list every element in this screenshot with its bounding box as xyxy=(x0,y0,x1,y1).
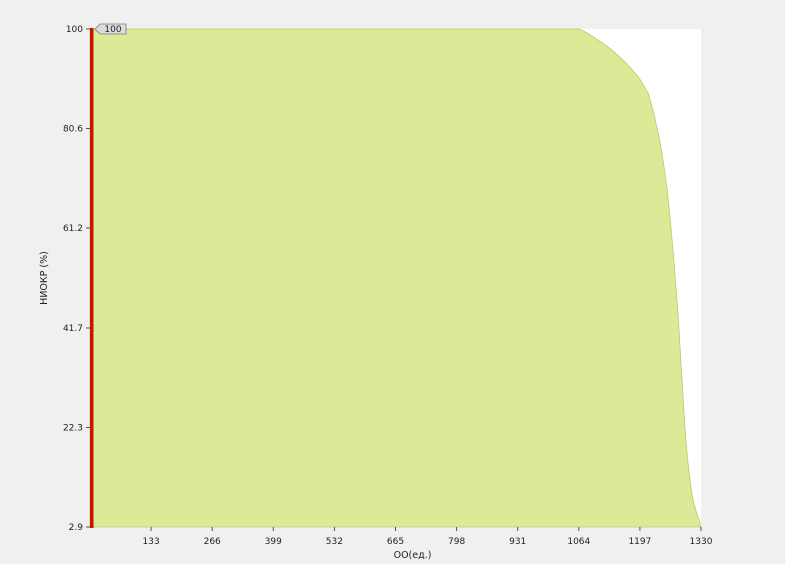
x-axis: 133 266 399 532 665 798 931 1064 1197 1330 xyxy=(143,527,713,547)
x-tick-label: 1197 xyxy=(628,537,651,547)
y-tick-label: 2.9 xyxy=(69,523,84,533)
marker-line[interactable] xyxy=(90,28,94,528)
x-tick-label: 665 xyxy=(387,537,404,547)
area-series xyxy=(89,28,702,528)
x-tick-label: 266 xyxy=(204,537,221,547)
x-tick-label: 931 xyxy=(509,537,526,547)
x-tick-label: 399 xyxy=(265,537,282,547)
x-axis-title: ОО(ед.) xyxy=(394,550,432,560)
x-tick-label: 798 xyxy=(448,537,465,547)
x-tick-label: 133 xyxy=(143,537,160,547)
x-tick-label: 1064 xyxy=(567,537,590,547)
marker-label-text: 100 xyxy=(104,25,121,35)
y-tick-label: 100 xyxy=(66,25,83,35)
y-tick-label: 80.6 xyxy=(63,124,83,134)
y-tick-label: 41.7 xyxy=(63,324,83,334)
y-axis: 2.9 22.3 41.7 61.2 80.6 100 xyxy=(63,25,90,533)
y-tick-label: 22.3 xyxy=(63,424,83,434)
x-tick-label: 1330 xyxy=(690,537,713,547)
y-tick-label: 61.2 xyxy=(63,224,83,234)
marker-label: 100 xyxy=(94,23,127,35)
y-axis-title: НИОКР (%) xyxy=(39,251,50,305)
x-tick-label: 532 xyxy=(326,537,343,547)
marker-label-shape xyxy=(94,23,127,35)
